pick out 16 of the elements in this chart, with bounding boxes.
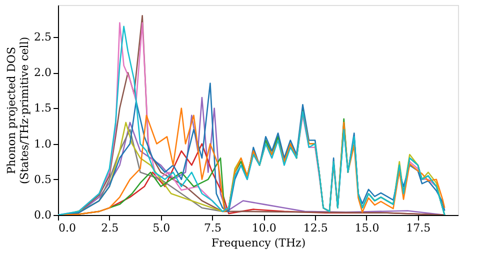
y-tick-label: 1.5 [34,102,52,115]
y-tick-label: 0.0 [34,208,52,222]
y-tick-label: 2.5 [34,30,52,44]
x-tick-label: 5.0 [152,222,170,234]
y-tick-label: 1.0 [34,137,52,150]
y-tick-label: 0.5 [34,172,52,186]
x-axis-title: Frequency (THz) [211,236,306,250]
y-tick-label: 2.0 [34,66,52,80]
x-tick-label: 0.0 [58,222,76,234]
x-tick-label: 15.0 [354,222,380,234]
x-tick-label: 12.5 [303,222,328,234]
y-axis-title: Phonon projected DOS (States/THz·primitive cell) [5,36,32,184]
x-tick-label: 2.5 [101,222,119,234]
x-tick-label: 7.5 [204,222,222,234]
x-tick-label: 17.5 [406,222,431,234]
x-tick-label: 10.0 [252,222,276,234]
